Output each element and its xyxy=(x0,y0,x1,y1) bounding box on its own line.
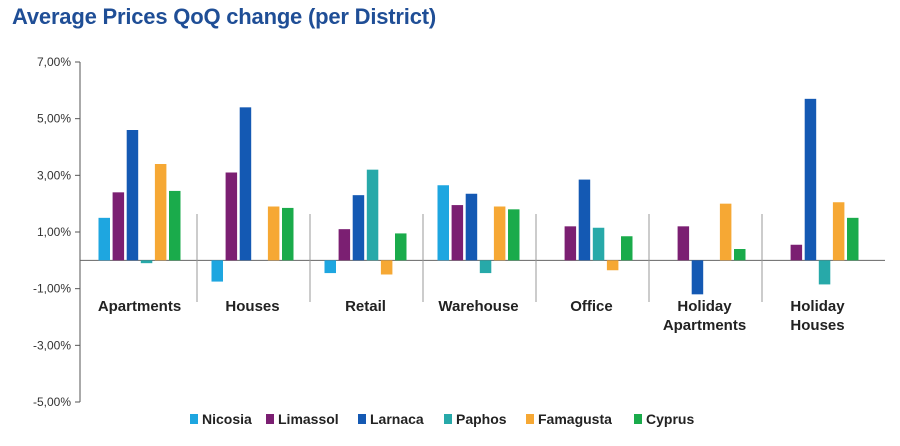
y-tick-label: -1,00% xyxy=(33,282,71,296)
bar xyxy=(578,179,591,261)
y-tick-label: 7,00% xyxy=(37,55,71,69)
bar xyxy=(380,260,393,275)
bar xyxy=(479,260,492,274)
category-label: Office xyxy=(570,298,613,315)
bar xyxy=(352,195,365,261)
category-label: Apartments xyxy=(98,298,181,315)
bar xyxy=(592,227,605,261)
category-label: Houses xyxy=(225,298,279,315)
category-label: Holiday xyxy=(790,298,845,315)
bar xyxy=(126,130,139,261)
bar xyxy=(98,217,110,261)
y-tick-label: -5,00% xyxy=(33,395,71,409)
bar xyxy=(734,249,746,261)
y-tick-label: 5,00% xyxy=(37,112,71,126)
bar xyxy=(508,209,520,261)
legend-swatch xyxy=(444,414,452,424)
bar xyxy=(282,207,294,261)
bar xyxy=(493,206,506,261)
category-label: Holiday xyxy=(677,298,732,315)
y-tick-label: 3,00% xyxy=(37,168,71,182)
legend-swatch xyxy=(358,414,366,424)
bar xyxy=(225,172,238,261)
legend-swatch xyxy=(526,414,534,424)
y-tick-label: 1,00% xyxy=(37,225,71,239)
bar xyxy=(395,233,407,261)
bar xyxy=(140,260,153,264)
bar xyxy=(154,164,167,261)
bar xyxy=(719,203,732,261)
bar xyxy=(465,193,478,261)
bar xyxy=(267,206,280,261)
bar xyxy=(451,205,464,261)
chart-title: Average Prices QoQ change (per District) xyxy=(12,4,436,29)
bar xyxy=(621,236,633,261)
bar xyxy=(564,226,577,261)
bar xyxy=(324,260,336,274)
y-tick-label: -3,00% xyxy=(33,338,71,352)
category-label: Retail xyxy=(345,298,386,315)
category-label: Houses xyxy=(790,317,844,334)
legend-label: Larnaca xyxy=(370,411,424,427)
bar xyxy=(338,229,351,261)
legend-swatch xyxy=(634,414,642,424)
legend-swatch xyxy=(266,414,274,424)
category-label: Warehouse xyxy=(438,298,518,315)
legend-swatch xyxy=(190,414,198,424)
bar xyxy=(112,192,125,261)
bar xyxy=(239,107,252,261)
bar xyxy=(169,190,181,261)
bar xyxy=(804,98,817,261)
bar xyxy=(818,260,831,285)
bar xyxy=(366,169,379,261)
category-label: Apartments xyxy=(663,317,746,334)
bar xyxy=(211,260,223,282)
bar xyxy=(790,244,803,261)
legend-label: Famagusta xyxy=(538,411,612,427)
legend-label: Cyprus xyxy=(646,411,694,427)
legend-label: Nicosia xyxy=(202,411,252,427)
bar xyxy=(677,226,690,261)
bar xyxy=(437,185,449,261)
bar xyxy=(691,260,704,295)
bar xyxy=(832,202,845,261)
bar xyxy=(606,260,619,271)
legend-label: Paphos xyxy=(456,411,507,427)
bar xyxy=(847,217,859,261)
legend-label: Limassol xyxy=(278,411,339,427)
